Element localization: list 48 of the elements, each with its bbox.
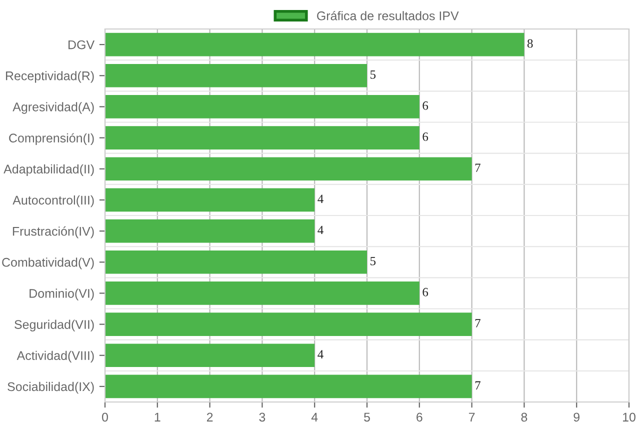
bar xyxy=(105,219,315,243)
x-tick-label: 9 xyxy=(574,412,580,422)
bar xyxy=(105,95,420,118)
y-tick-label: Combatividad(V) xyxy=(2,258,94,270)
bar xyxy=(105,126,420,150)
data-label: 5 xyxy=(370,70,376,79)
y-tick-label: Agresividad(A) xyxy=(12,102,94,114)
data-label: 7 xyxy=(475,381,480,390)
x-tick-label: 6 xyxy=(416,412,422,422)
bar xyxy=(105,157,472,181)
bar xyxy=(105,312,472,336)
data-label: 5 xyxy=(370,256,376,266)
data-label: 6 xyxy=(422,288,428,296)
data-label: 4 xyxy=(318,194,324,203)
y-tick-label: Receptividad(R) xyxy=(6,71,94,83)
data-label: 6 xyxy=(422,101,428,110)
data-label: 7 xyxy=(475,319,480,328)
x-tick-label: 7 xyxy=(468,412,475,422)
data-label: 8 xyxy=(527,39,533,48)
x-tick-label: 1 xyxy=(154,412,160,422)
x-tick-label: 4 xyxy=(311,412,318,422)
x-tick-label: 10 xyxy=(623,412,636,422)
bar xyxy=(105,344,315,368)
x-tick-label: 8 xyxy=(521,412,528,422)
x-tick-label: 2 xyxy=(206,412,213,422)
bar xyxy=(105,64,367,88)
y-tick-label: DGV xyxy=(68,40,95,50)
y-tick-label: Sociabilidad(IX) xyxy=(8,382,94,394)
y-tick-label: Seguridad(VII) xyxy=(14,320,94,332)
y-tick-label: Actividad(VIII) xyxy=(16,350,94,362)
data-label: 4 xyxy=(318,226,324,234)
y-tick-label: Dominio(VI) xyxy=(30,288,94,300)
bar xyxy=(105,282,420,305)
bar xyxy=(105,250,367,274)
data-label: 4 xyxy=(318,350,324,358)
x-tick-label: 0 xyxy=(102,412,108,422)
x-tick-label: 3 xyxy=(259,412,266,422)
data-label: 7 xyxy=(475,164,480,172)
data-label: 6 xyxy=(422,132,428,141)
bar xyxy=(105,32,524,56)
bar xyxy=(105,188,315,212)
y-tick-label: Autocontrol(III) xyxy=(12,195,94,208)
y-tick-label: Frustración(IV) xyxy=(12,226,94,238)
legend-label: Gráfica de resultados IPV xyxy=(317,10,459,20)
y-tick-label: Comprensión(I) xyxy=(9,133,94,145)
bar xyxy=(105,374,472,398)
x-tick-label: 5 xyxy=(364,412,370,422)
y-tick-label: Adaptabilidad(II) xyxy=(4,164,94,176)
